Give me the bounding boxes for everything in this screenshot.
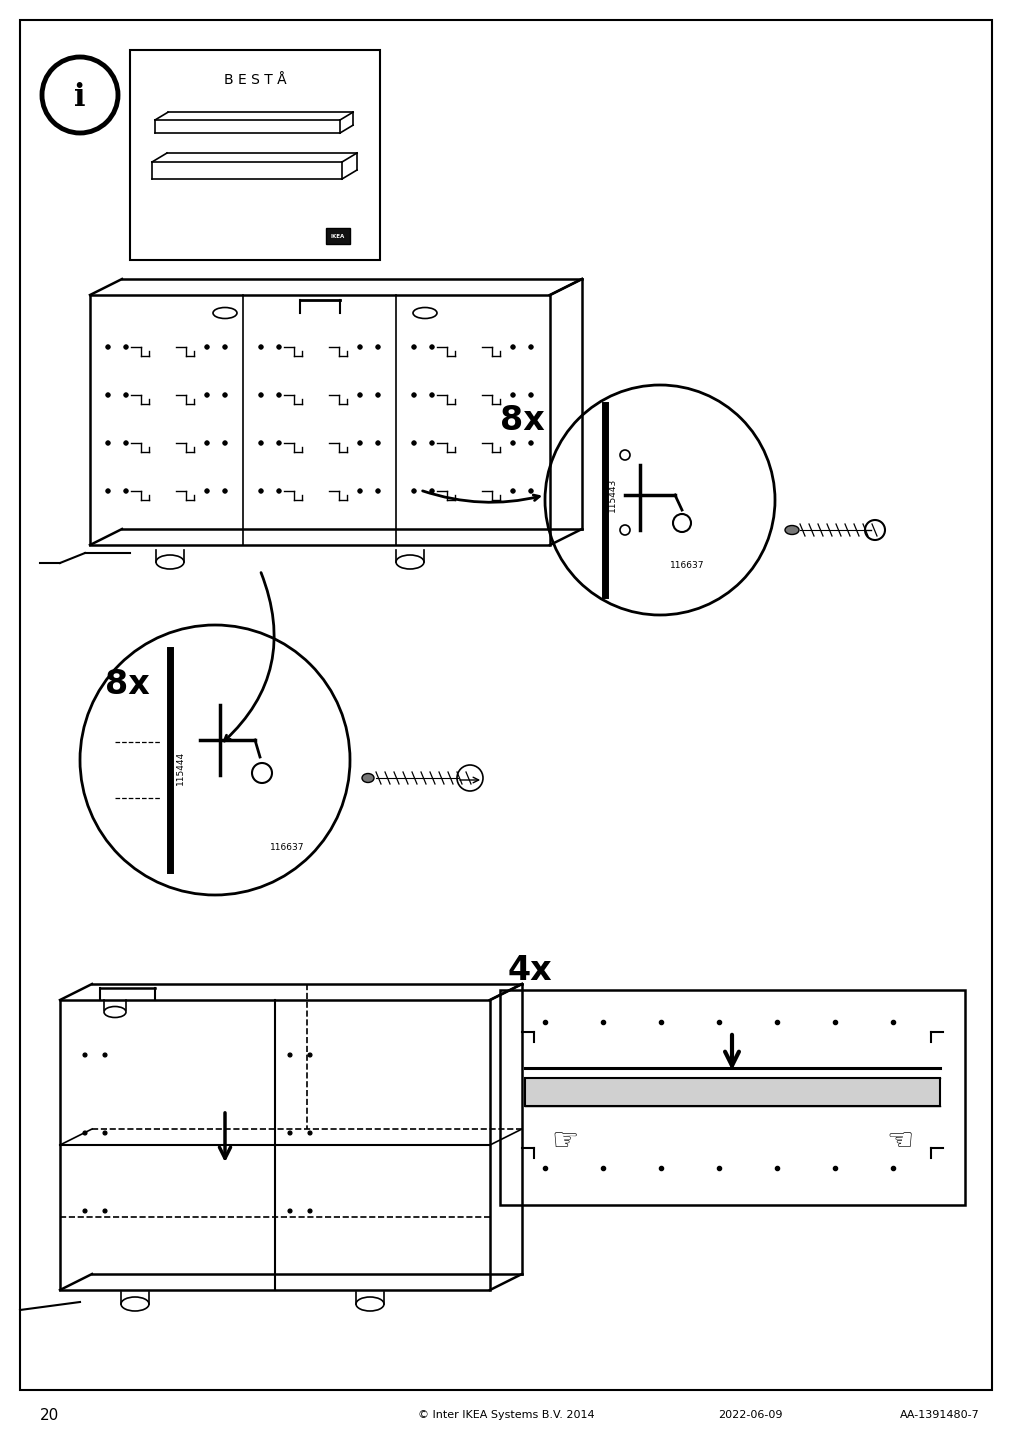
Text: i: i bbox=[74, 83, 86, 113]
Circle shape bbox=[430, 392, 434, 397]
Circle shape bbox=[358, 392, 362, 397]
Circle shape bbox=[529, 441, 533, 445]
Circle shape bbox=[358, 441, 362, 445]
Circle shape bbox=[222, 488, 227, 493]
Circle shape bbox=[288, 1209, 292, 1213]
Circle shape bbox=[103, 1131, 107, 1136]
Circle shape bbox=[511, 345, 515, 349]
Circle shape bbox=[529, 345, 533, 349]
Circle shape bbox=[375, 392, 380, 397]
Circle shape bbox=[103, 1209, 107, 1213]
Circle shape bbox=[375, 345, 380, 349]
Text: 116637: 116637 bbox=[270, 843, 304, 852]
Circle shape bbox=[411, 392, 416, 397]
Circle shape bbox=[529, 488, 533, 493]
Circle shape bbox=[307, 1131, 311, 1136]
Bar bbox=[129, 50, 379, 261]
Circle shape bbox=[277, 441, 281, 445]
Ellipse shape bbox=[785, 526, 799, 534]
Text: 4x: 4x bbox=[508, 954, 552, 987]
Circle shape bbox=[411, 488, 416, 493]
Circle shape bbox=[307, 1053, 311, 1057]
Circle shape bbox=[430, 488, 434, 493]
Text: © Inter IKEA Systems B.V. 2014: © Inter IKEA Systems B.V. 2014 bbox=[418, 1411, 593, 1421]
Circle shape bbox=[307, 1209, 311, 1213]
Circle shape bbox=[277, 488, 281, 493]
Circle shape bbox=[123, 441, 128, 445]
Bar bbox=[60, 1000, 489, 1290]
Circle shape bbox=[106, 345, 110, 349]
Circle shape bbox=[430, 345, 434, 349]
Circle shape bbox=[83, 1131, 87, 1136]
Circle shape bbox=[430, 441, 434, 445]
Bar bbox=[326, 228, 350, 243]
Circle shape bbox=[411, 345, 416, 349]
Circle shape bbox=[222, 345, 227, 349]
Text: B E S T Å: B E S T Å bbox=[223, 73, 286, 87]
Circle shape bbox=[375, 441, 380, 445]
Circle shape bbox=[222, 392, 227, 397]
Circle shape bbox=[204, 345, 209, 349]
Circle shape bbox=[259, 345, 263, 349]
Text: ☞: ☞ bbox=[551, 1127, 578, 1157]
Bar bbox=[90, 295, 549, 546]
Circle shape bbox=[259, 488, 263, 493]
Circle shape bbox=[375, 488, 380, 493]
Circle shape bbox=[83, 1209, 87, 1213]
Ellipse shape bbox=[362, 773, 374, 782]
Circle shape bbox=[123, 392, 128, 397]
Circle shape bbox=[511, 441, 515, 445]
Circle shape bbox=[222, 441, 227, 445]
Circle shape bbox=[106, 392, 110, 397]
Circle shape bbox=[204, 392, 209, 397]
Circle shape bbox=[358, 345, 362, 349]
Text: 116637: 116637 bbox=[669, 560, 704, 570]
Text: 20: 20 bbox=[40, 1408, 60, 1422]
Circle shape bbox=[259, 441, 263, 445]
Circle shape bbox=[277, 392, 281, 397]
Circle shape bbox=[411, 441, 416, 445]
Circle shape bbox=[123, 488, 128, 493]
Circle shape bbox=[106, 441, 110, 445]
Circle shape bbox=[123, 345, 128, 349]
Circle shape bbox=[288, 1131, 292, 1136]
Circle shape bbox=[83, 1053, 87, 1057]
Circle shape bbox=[259, 392, 263, 397]
Circle shape bbox=[358, 488, 362, 493]
Text: IKEA: IKEA bbox=[331, 233, 345, 239]
Circle shape bbox=[103, 1053, 107, 1057]
Circle shape bbox=[106, 488, 110, 493]
Circle shape bbox=[529, 392, 533, 397]
Circle shape bbox=[204, 488, 209, 493]
Circle shape bbox=[511, 488, 515, 493]
Bar bbox=[499, 990, 964, 1204]
Text: AA-1391480-7: AA-1391480-7 bbox=[899, 1411, 979, 1421]
Text: 8x: 8x bbox=[499, 404, 544, 437]
Text: 115444: 115444 bbox=[175, 750, 184, 785]
Circle shape bbox=[288, 1053, 292, 1057]
Text: 2022-06-09: 2022-06-09 bbox=[717, 1411, 782, 1421]
Bar bbox=[525, 1078, 939, 1106]
Circle shape bbox=[42, 57, 118, 133]
Text: ☜: ☜ bbox=[886, 1127, 913, 1157]
Text: 8x: 8x bbox=[105, 669, 150, 702]
Circle shape bbox=[204, 441, 209, 445]
Circle shape bbox=[511, 392, 515, 397]
Circle shape bbox=[277, 345, 281, 349]
Text: 115443: 115443 bbox=[607, 478, 616, 513]
